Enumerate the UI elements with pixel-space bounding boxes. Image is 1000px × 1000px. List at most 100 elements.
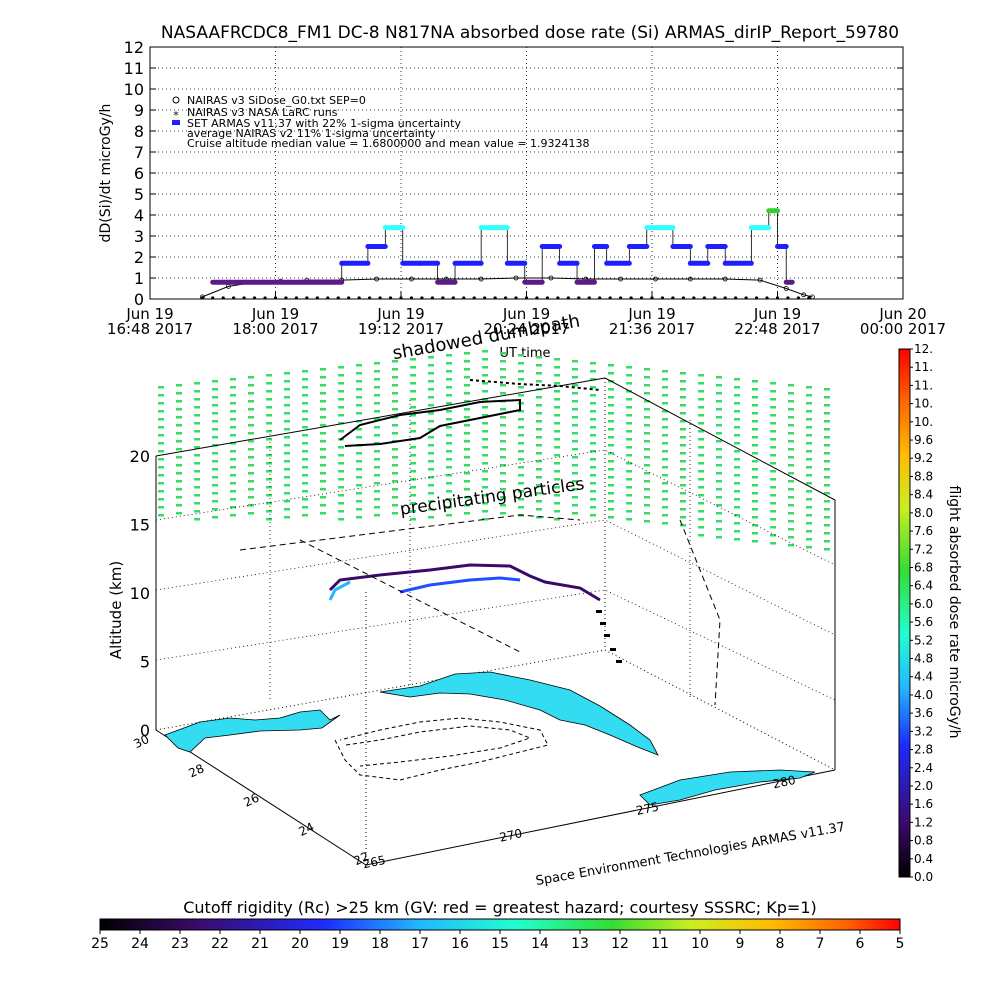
precip-dot bbox=[734, 434, 740, 437]
precip-dot bbox=[284, 420, 290, 423]
precip-dot bbox=[536, 452, 542, 455]
dose-tick-label: 1.2 bbox=[914, 815, 933, 829]
precip-dot bbox=[482, 366, 488, 369]
x-tick-time: 22:48 2017 bbox=[734, 320, 820, 338]
precip-dot bbox=[230, 386, 236, 389]
precip-dot bbox=[302, 402, 308, 405]
precip-dot bbox=[734, 418, 740, 421]
precip-dot bbox=[770, 406, 776, 409]
precip-dot bbox=[824, 388, 830, 391]
data-point-nairas-sidose bbox=[263, 296, 267, 300]
precip-dot bbox=[428, 404, 434, 407]
precip-dot bbox=[284, 468, 290, 471]
precip-dot bbox=[410, 406, 416, 409]
precip-dot bbox=[374, 514, 380, 517]
box-edge bbox=[604, 377, 836, 501]
rigidity-tick-label: 17 bbox=[411, 936, 429, 952]
dose-tick-label: 0.0 bbox=[914, 870, 933, 884]
precip-dot bbox=[770, 446, 776, 449]
precip-dot bbox=[770, 518, 776, 521]
data-point-nairas-sidose bbox=[409, 296, 414, 300]
x-tick-time: 21:36 2017 bbox=[609, 320, 695, 338]
precip-dot bbox=[824, 524, 830, 527]
precip-dot bbox=[698, 502, 704, 505]
precip-dot bbox=[284, 444, 290, 447]
dose-tick-label: 6.4 bbox=[914, 579, 933, 593]
y-tick-label: 3 bbox=[134, 227, 144, 246]
rigidity-tick-label: 11 bbox=[651, 936, 669, 952]
precip-dot bbox=[464, 472, 470, 475]
precip-dot bbox=[626, 454, 632, 457]
precip-dot bbox=[806, 482, 812, 485]
precip-dot bbox=[338, 462, 344, 465]
precip-dot bbox=[302, 370, 308, 373]
precip-dot bbox=[158, 402, 164, 405]
precip-dot bbox=[626, 462, 632, 465]
precip-dot bbox=[752, 476, 758, 479]
precip-dot bbox=[698, 526, 704, 529]
rigidity-colorbar-ticks: 25 24 23 22 21 20 19 18 17 16 15 14 13 12 11 10 9 8 7 6 5 bbox=[91, 930, 904, 952]
precip-dot bbox=[158, 490, 164, 493]
y-tick-label: 9 bbox=[134, 101, 144, 120]
grid-line bbox=[155, 589, 836, 701]
data-point-nairas-sidose bbox=[775, 296, 780, 300]
precip-dot bbox=[320, 400, 326, 403]
precip-dot bbox=[752, 508, 758, 511]
data-point-nairas-sidose bbox=[252, 296, 257, 300]
precip-dot bbox=[536, 404, 542, 407]
precip-dot bbox=[644, 384, 650, 387]
precip-dot bbox=[644, 480, 650, 483]
precip-dot bbox=[338, 486, 344, 489]
precip-dot bbox=[662, 394, 668, 397]
precip-dot bbox=[644, 392, 650, 395]
precip-dot bbox=[752, 460, 758, 463]
precip-dot bbox=[194, 390, 200, 393]
precip-dot bbox=[356, 508, 362, 511]
precip-dot bbox=[788, 400, 794, 403]
precip-dot bbox=[410, 358, 416, 361]
precip-dot bbox=[662, 514, 668, 517]
data-point-nairas-sidose bbox=[347, 296, 351, 300]
data-point-nairas bbox=[757, 277, 763, 283]
precip-dot bbox=[284, 484, 290, 487]
data-point-nairas-sidose bbox=[577, 296, 581, 300]
precip-dot bbox=[446, 450, 452, 453]
precip-dot bbox=[824, 532, 830, 535]
precip-dot bbox=[770, 422, 776, 425]
precip-dot bbox=[428, 428, 434, 431]
precip-dot bbox=[824, 500, 830, 503]
data-point-nairas-sidose bbox=[650, 296, 654, 300]
precip-dot bbox=[716, 376, 722, 379]
precip-dot bbox=[608, 500, 614, 503]
precip-dot bbox=[626, 398, 632, 401]
precip-dot bbox=[302, 434, 308, 437]
dose-tick-label: 4.8 bbox=[914, 652, 933, 666]
precip-dot bbox=[788, 528, 794, 531]
precip-dot bbox=[266, 438, 272, 441]
precip-dot bbox=[770, 398, 776, 401]
precip-dot bbox=[428, 484, 434, 487]
precip-dot bbox=[446, 394, 452, 397]
precip-dot bbox=[824, 460, 830, 463]
precip-dot bbox=[212, 436, 218, 439]
precip-dot bbox=[212, 412, 218, 415]
precip-dot bbox=[482, 454, 488, 457]
precip-dot bbox=[770, 390, 776, 393]
precip-dot bbox=[608, 420, 614, 423]
dose-tick-label: 6.0 bbox=[914, 597, 933, 611]
precip-dot bbox=[608, 396, 614, 399]
precip-dot bbox=[230, 378, 236, 381]
dose-tick-label: 2.8 bbox=[914, 743, 933, 757]
precip-dot bbox=[248, 472, 254, 475]
legend-entry: SET ARMAS v11.37 with 22% 1-sigma uncert… bbox=[187, 117, 461, 130]
precip-dot bbox=[158, 458, 164, 461]
dose-tick-label: 3.2 bbox=[914, 724, 933, 738]
y-tick-label: 10 bbox=[124, 80, 144, 99]
latitude-tick-labels: 30 28 26 24 22 bbox=[132, 732, 372, 868]
precip-dot bbox=[500, 368, 506, 371]
precip-dot bbox=[464, 368, 470, 371]
precip-dot bbox=[500, 488, 506, 491]
rigidity-tick-label: 21 bbox=[251, 936, 269, 952]
precip-dot bbox=[806, 498, 812, 501]
precip-dot bbox=[428, 508, 434, 511]
